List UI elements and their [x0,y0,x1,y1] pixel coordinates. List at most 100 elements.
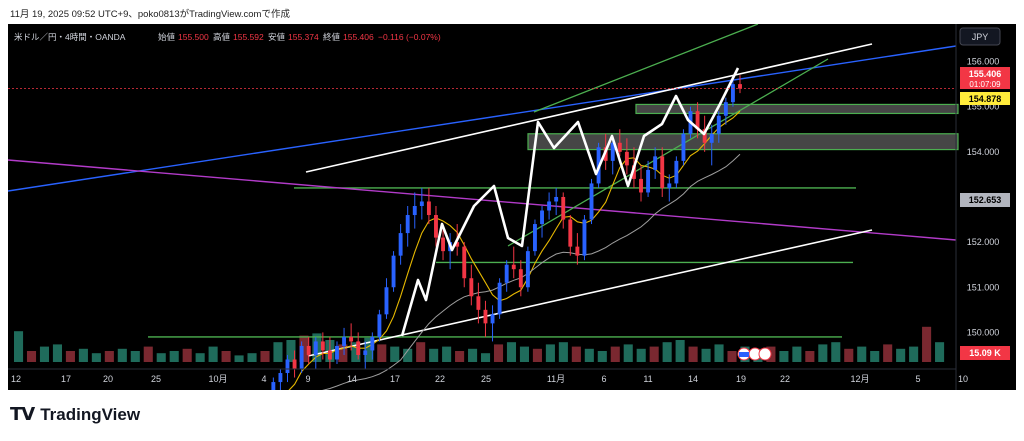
candle [292,350,297,378]
ma-slow-tag [960,193,1010,207]
candle [412,192,417,229]
volume-bar [779,351,789,362]
volume-bar [455,351,465,362]
candle [589,178,594,225]
volume-bar [390,346,400,362]
volume-bar [896,348,906,362]
price-tick-label: 151.000 [967,282,1000,292]
volume-bar [870,351,880,362]
open-value: 155.500 [178,32,209,42]
time-tick-label: 10 [958,374,968,384]
candle [575,233,580,265]
candle-body [533,224,537,252]
candle [660,147,665,197]
candle-body [391,255,396,288]
volume-bar [104,351,114,362]
volume-bar [831,342,841,362]
time-tick-label: 12月 [850,374,869,384]
candle-body [511,264,516,270]
last-price-tag [960,67,1010,89]
candle-body [660,156,665,188]
chart-frame[interactable]: 156.000155.000154.000153.000152.000151.0… [8,24,1016,390]
candle [356,332,361,360]
candle [709,124,714,166]
price-tick-label: 154.000 [967,147,1000,157]
candle [391,251,396,292]
close-value: 155.406 [343,32,374,42]
volume-bar [416,342,426,362]
volume-bar [403,348,413,362]
volume-bar [883,344,893,362]
moving-averages [288,110,741,390]
low-label: 安値 [268,32,286,42]
candle [554,187,559,216]
price-tick-label: 156.000 [967,57,1000,67]
volume-bar [636,348,646,362]
candle-body [342,336,347,346]
volume-bar [805,351,815,362]
volume-bar [364,337,374,362]
volume-bar [688,346,698,362]
candle-body [398,233,403,256]
ma-fast-tag [960,92,1010,105]
candle-body [363,350,368,355]
price-chart[interactable]: 156.000155.000154.000153.000152.000151.0… [8,24,1016,390]
volume-bar [65,351,75,362]
candle-body [356,341,361,355]
candle-body [497,282,502,315]
time-tick-label: 25 [151,374,161,384]
candle [723,97,728,125]
green-channel-lower [507,58,829,247]
candle-body [624,151,629,166]
volume-bar [662,342,672,362]
candle [568,215,573,256]
volume-bar [844,348,854,362]
candle [695,102,700,139]
time-tick-label: 11月 [547,374,565,384]
volume-layer [14,326,945,362]
candle-body [426,201,431,216]
candle [313,336,318,369]
candle [327,336,332,369]
candle [483,300,488,337]
candle-body [405,215,410,234]
candle-body [617,142,622,152]
purple-trendline [8,159,957,241]
volume-bar [247,353,257,362]
candle-body [723,102,728,116]
volume-bar [468,348,478,362]
volume-bar [299,335,309,362]
candle-body [561,196,566,220]
candle-body [412,206,417,216]
candle [511,246,516,279]
candle [490,305,495,342]
time-tick-label: 20 [103,374,113,384]
green-channel-upper [533,24,759,113]
candle [434,206,438,247]
volume-tag [960,346,1010,360]
event-flags-icon[interactable] [737,347,772,361]
candle [497,278,502,319]
candle-body [738,84,742,89]
volume-bar [195,353,205,362]
candle [363,341,368,369]
candle-body [306,345,311,355]
ma-fast-text: 154.878 [969,94,1002,104]
volume-bar [922,326,932,362]
time-tick-label: 17 [61,374,71,384]
price-tick-label: 150.000 [967,327,1000,337]
candle-body [434,215,438,238]
volume-bar [571,346,581,362]
volume-bar [649,346,659,362]
logo-text: TradingView [40,404,141,424]
change-value: −0.116 (−0.07%) [378,32,441,42]
candle-body [702,129,707,143]
currency-button[interactable] [959,27,1001,46]
candle-body [667,183,672,188]
candle-body [582,219,587,256]
time-tick-label: 19 [736,374,746,384]
high-label: 高値 [213,32,231,42]
volume-bar [506,342,517,362]
candle-body [504,264,509,283]
candle-body [490,314,495,324]
